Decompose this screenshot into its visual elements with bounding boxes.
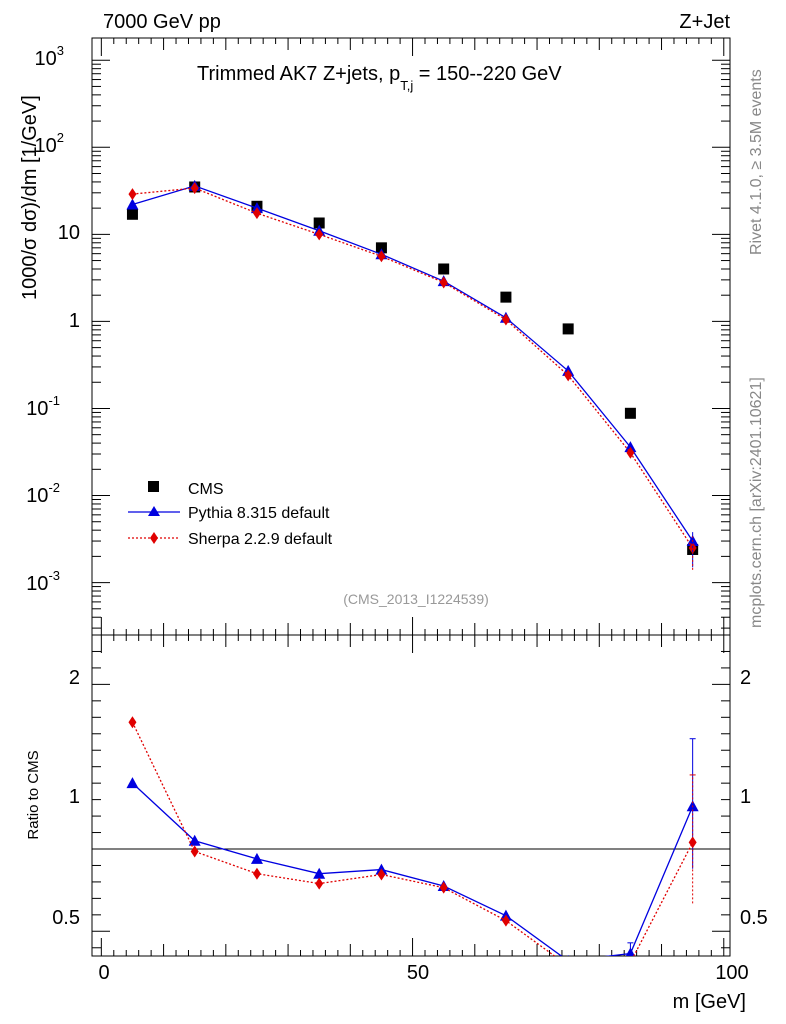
main-point-cms [562,323,574,335]
analysis-watermark: (CMS_2013_I1224539) [343,591,489,607]
ratio-line-pythia [132,782,694,956]
main-point-sherpa [190,182,199,195]
ratio-ytick-right-0.5: 0.5 [740,907,768,929]
ratio-point-sherpa [439,881,448,894]
ratio-ytick-right-2: 2 [740,667,751,689]
main-data-marks [126,179,699,570]
main-point-cms [375,242,387,254]
ratio-ylabel: Ratio to CMS [25,750,42,839]
main-ytick-labels: 10-3 10-2 10-1 1 10 102 103 [26,43,80,595]
main-point-sherpa [564,369,573,382]
ratio-panel-frame [91,634,731,957]
ytick-label-1: 1 [69,310,80,332]
legend-marker-pythia [148,506,160,516]
legend-marker-cms [148,481,159,492]
main-line-pythia [132,185,694,542]
ratio-data-marks [126,716,699,972]
rivet-label: Rivet 4.1.0, ≥ 3.5M events [748,69,765,255]
ratio-point-pythia [313,867,326,879]
header-right: Z+Jet [679,11,730,33]
ratio-point-pythia [567,954,569,956]
ytick-label-1e2: 102 [35,130,64,157]
main-point-sherpa [252,207,261,220]
ytick-label-1e-1: 10-1 [26,393,60,420]
ratio-point-sherpa [315,877,324,890]
ratio-point-sherpa [501,914,510,927]
main-point-sherpa [377,250,386,263]
main-point-sherpa [501,313,510,326]
xlabel: m [GeV] [673,991,746,1013]
ytick-label-1e-2: 10-2 [26,480,60,507]
ratio-point-sherpa [252,867,261,880]
main-point-pythia [126,198,139,210]
main-point-cms [624,407,636,419]
main-axis-ticks [92,38,730,635]
ytick-label-1e-3: 10-3 [26,568,60,595]
legend-label-cms: CMS [188,481,224,498]
main-point-sherpa [315,228,324,241]
ytick-label-1e3: 103 [35,43,64,70]
ratio-ytick-0.5: 0.5 [52,907,80,929]
main-point-cms [438,263,450,275]
ratio-point-sherpa [128,716,137,729]
ratio-point-pythia [126,777,139,789]
main-point-cms [313,217,325,229]
ratio-point-sherpa [626,957,634,969]
xtick-label-0: 0 [98,962,109,984]
ratio-ytick-1: 1 [69,786,80,808]
ratio-point-sherpa [564,960,572,972]
main-ylabel: 1000/σ dσ)/dm [1/GeV] [19,95,41,300]
header-left: 7000 GeV pp [103,11,221,33]
ratio-ytick-2: 2 [69,667,80,689]
legend-label-sherpa: Sherpa 2.2.9 default [188,531,333,548]
ytick-label-10: 10 [58,222,80,244]
ratio-point-sherpa [190,845,199,858]
mcplots-label: mcplots.cern.ch [arXiv:2401.10621] [748,377,765,628]
ratio-point-sherpa [377,868,386,881]
main-point-sherpa [128,188,137,201]
main-point-cms [126,208,138,220]
xtick-label-50: 50 [407,962,429,984]
legend-marker-sherpa [150,532,158,544]
main-line-sherpa [132,187,694,549]
ratio-line-sherpa [131,721,694,956]
legend-label-pythia: Pythia 8.315 default [188,505,330,522]
main-point-sherpa [439,276,448,289]
ratio-point-pythia [250,852,263,864]
main-point-cms [500,291,512,303]
xtick-label-100: 100 [715,962,748,984]
ratio-point-pythia [188,834,201,846]
main-title: Trimmed AK7 Z+jets, pT,j = 150--220 GeV [197,63,562,93]
ratio-ytick-right-1: 1 [740,786,751,808]
main-point-pythia [624,441,637,453]
legend: CMS Pythia 8.315 default Sherpa 2.2.9 de… [128,481,333,548]
ratio-axis-ticks [92,635,730,956]
main-point-sherpa [626,446,635,459]
